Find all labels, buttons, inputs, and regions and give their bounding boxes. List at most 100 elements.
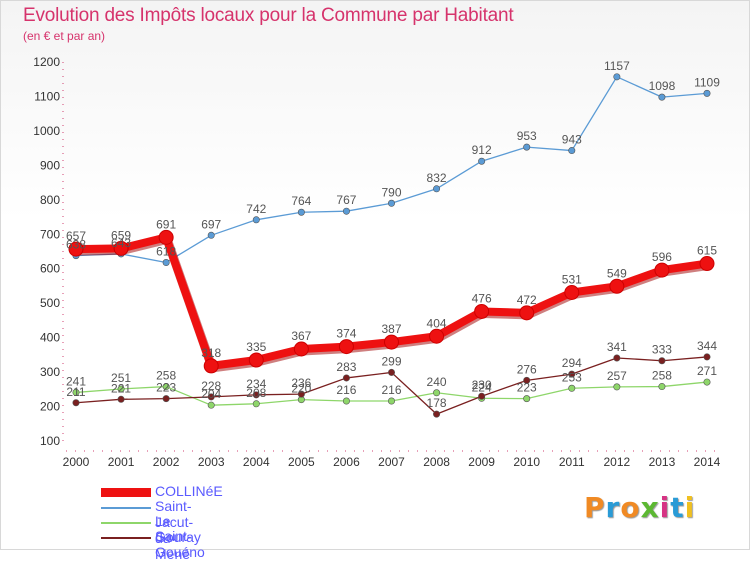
data-point [387, 368, 395, 376]
data-label: 258 [652, 369, 672, 383]
x-tick-label: 2012 [604, 455, 631, 469]
data-point [564, 285, 580, 301]
data-label: 476 [472, 291, 492, 305]
data-label: 832 [427, 171, 447, 185]
x-tick-label: 2009 [468, 455, 495, 469]
series-layer [68, 73, 715, 418]
data-point [162, 383, 170, 391]
data-point [519, 305, 535, 321]
data-point [72, 399, 80, 407]
x-tick-label: 2008 [423, 455, 450, 469]
data-point [523, 376, 531, 384]
data-label: 223 [156, 381, 176, 395]
data-label: 241 [66, 374, 86, 388]
data-label: 615 [697, 244, 717, 258]
data-point [703, 378, 711, 386]
data-point [293, 341, 309, 357]
y-tick-label: 100 [40, 434, 60, 448]
data-point [433, 389, 441, 397]
data-label: 1109 [694, 75, 720, 89]
data-point [203, 358, 219, 374]
data-point [342, 374, 350, 382]
data-point [338, 339, 354, 355]
data-point [207, 393, 215, 401]
data-label: 221 [111, 381, 131, 395]
line-chart: 100 200 300 400 500 600 700 800 900 1000 1100 1200 2… [33, 55, 720, 469]
data-label: 257 [607, 369, 627, 383]
data-label: 318 [201, 346, 221, 360]
data-point [384, 334, 399, 350]
data-label: 204 [201, 387, 221, 401]
data-point [162, 259, 170, 267]
data-point [658, 93, 666, 101]
data-point [658, 383, 666, 391]
data-label: 657 [66, 229, 86, 243]
data-point [474, 303, 490, 319]
proxiti-logo: Proxiti [584, 491, 696, 524]
y-tick-label: 1200 [33, 55, 60, 69]
data-label: 912 [472, 143, 492, 157]
data-label: 333 [652, 343, 672, 357]
data-label: 659 [111, 228, 131, 242]
data-label: 618 [156, 245, 176, 259]
data-label: 404 [427, 316, 447, 330]
data-label: 251 [111, 371, 131, 385]
data-label: 230 [472, 378, 492, 392]
data-point [252, 216, 260, 224]
data-label: 216 [381, 383, 401, 397]
data-label: 335 [246, 340, 266, 354]
x-tick-label: 2001 [108, 455, 135, 469]
data-label: 367 [291, 329, 311, 343]
data-point [113, 240, 129, 256]
data-point [297, 208, 305, 216]
data-point [72, 388, 80, 396]
x-tick-label: 2000 [63, 455, 90, 469]
data-point [703, 89, 711, 97]
data-point [117, 395, 125, 403]
data-point [429, 328, 445, 344]
x-tick-label: 2007 [378, 455, 405, 469]
data-label: 341 [607, 340, 627, 354]
data-point [613, 354, 621, 362]
data-label: 596 [652, 250, 672, 264]
data-label: 387 [381, 322, 401, 336]
legend-label: Saint-Gouéno [155, 528, 205, 560]
legend-swatch [101, 522, 151, 524]
data-label: 224 [472, 380, 492, 394]
chart-title: Evolution des Impôts locaux pour la Comm… [23, 5, 514, 26]
data-point [609, 278, 625, 294]
data-label: 764 [291, 194, 311, 208]
data-point [68, 241, 84, 257]
x-tick-label: 2003 [198, 455, 225, 469]
data-label: 472 [517, 293, 537, 307]
data-labels: 638 643 618 697 742 764 767 790 832 912 953 943 1157… [66, 59, 720, 410]
data-point [658, 357, 666, 365]
data-label: 742 [246, 202, 266, 216]
data-point [162, 395, 170, 403]
x-tick-label: 2006 [333, 455, 360, 469]
data-point [478, 392, 486, 400]
data-point [699, 256, 715, 272]
data-label: 240 [427, 375, 447, 389]
data-label: 531 [562, 273, 582, 287]
y-tick-label: 700 [40, 227, 60, 241]
data-label: 271 [697, 364, 717, 378]
chart-axes: 100 200 300 400 500 600 700 800 900 1000 1100 1200 2… [33, 55, 720, 469]
data-label: 178 [427, 396, 447, 410]
y-tick-label: 300 [40, 365, 60, 379]
data-label: 283 [336, 360, 356, 374]
data-point [387, 199, 395, 207]
data-label: 234 [246, 377, 266, 391]
data-point [613, 383, 621, 391]
data-point [433, 410, 441, 418]
data-point [252, 400, 260, 408]
data-label: 228 [201, 379, 221, 393]
data-point [158, 229, 174, 245]
data-label: 236 [291, 376, 311, 390]
data-point [252, 391, 260, 399]
y-tick-label: 400 [40, 331, 60, 345]
x-tick-label: 2005 [288, 455, 315, 469]
data-label: 253 [562, 370, 582, 384]
data-label: 1098 [649, 79, 676, 93]
